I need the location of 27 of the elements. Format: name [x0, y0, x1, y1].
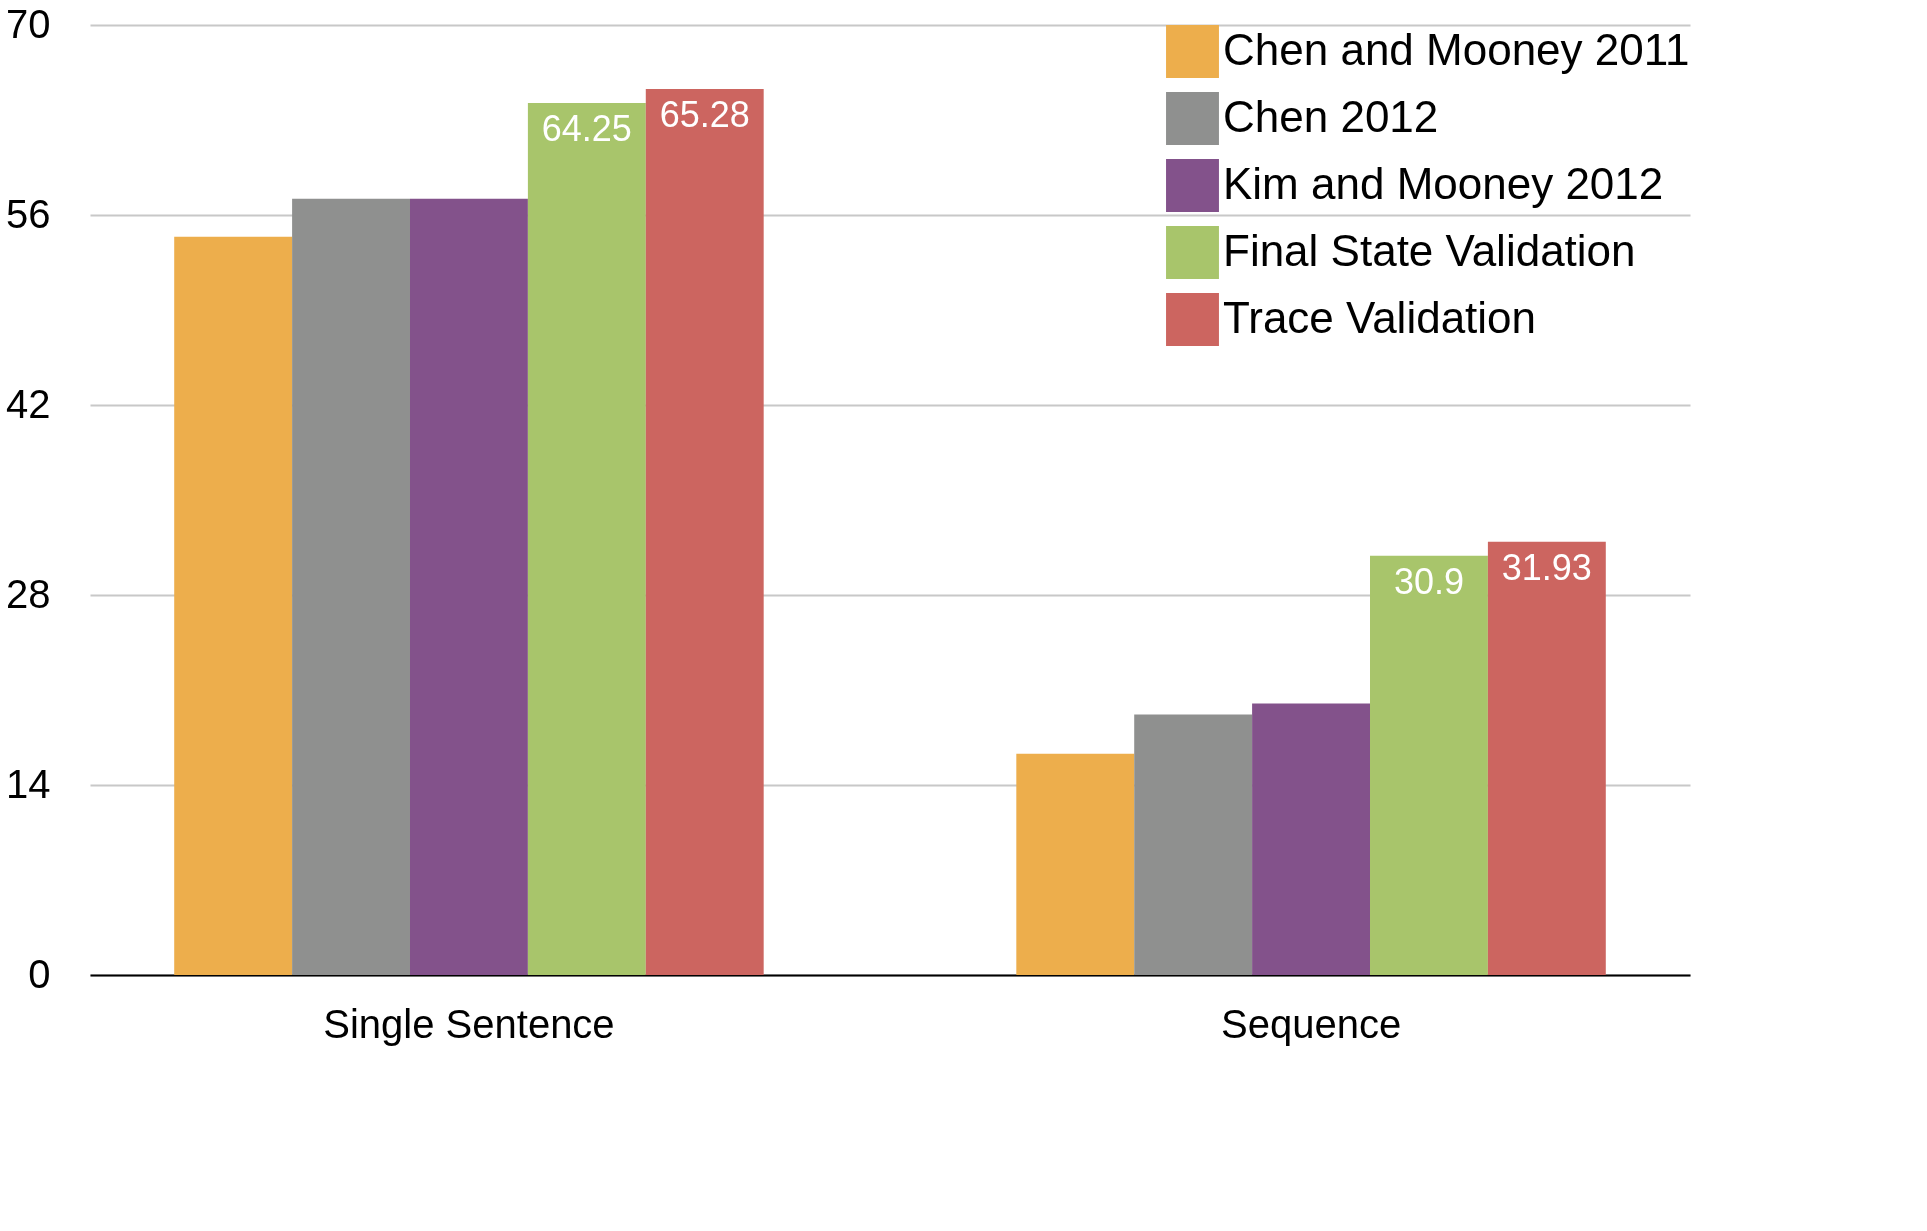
- y-tick-label: 56: [6, 191, 51, 236]
- legend-label: Chen 2012: [1223, 91, 1439, 141]
- data-label: 65.28: [659, 94, 750, 136]
- x-tick-label: Sequence: [1220, 1001, 1402, 1046]
- data-label: 30.9: [1393, 560, 1464, 602]
- y-tick-label: 42: [6, 381, 51, 426]
- bar: [1487, 541, 1606, 975]
- data-label: 31.93: [1501, 546, 1592, 588]
- y-tick-label: 14: [6, 761, 51, 806]
- y-tick-label: 70: [6, 1, 51, 46]
- y-tick-label: 28: [6, 571, 51, 616]
- x-tick-label: Single Sentence: [323, 1001, 615, 1046]
- bar: [1252, 703, 1370, 975]
- bar: [645, 89, 764, 975]
- y-tick-label: 0: [28, 951, 51, 996]
- legend-label: Final State Validation: [1223, 225, 1636, 275]
- bar: [410, 198, 528, 975]
- bar: [527, 103, 646, 975]
- legend-label: Kim and Mooney 2012: [1223, 158, 1664, 208]
- bar: [1016, 753, 1135, 975]
- bar: [1134, 714, 1253, 975]
- bar: [174, 236, 293, 975]
- legend-label: Chen and Mooney 2011: [1223, 24, 1690, 74]
- bar: [292, 198, 410, 975]
- legend-label: Trace Validation: [1223, 292, 1537, 342]
- data-label: 64.25: [541, 108, 632, 150]
- bar: [1370, 555, 1488, 975]
